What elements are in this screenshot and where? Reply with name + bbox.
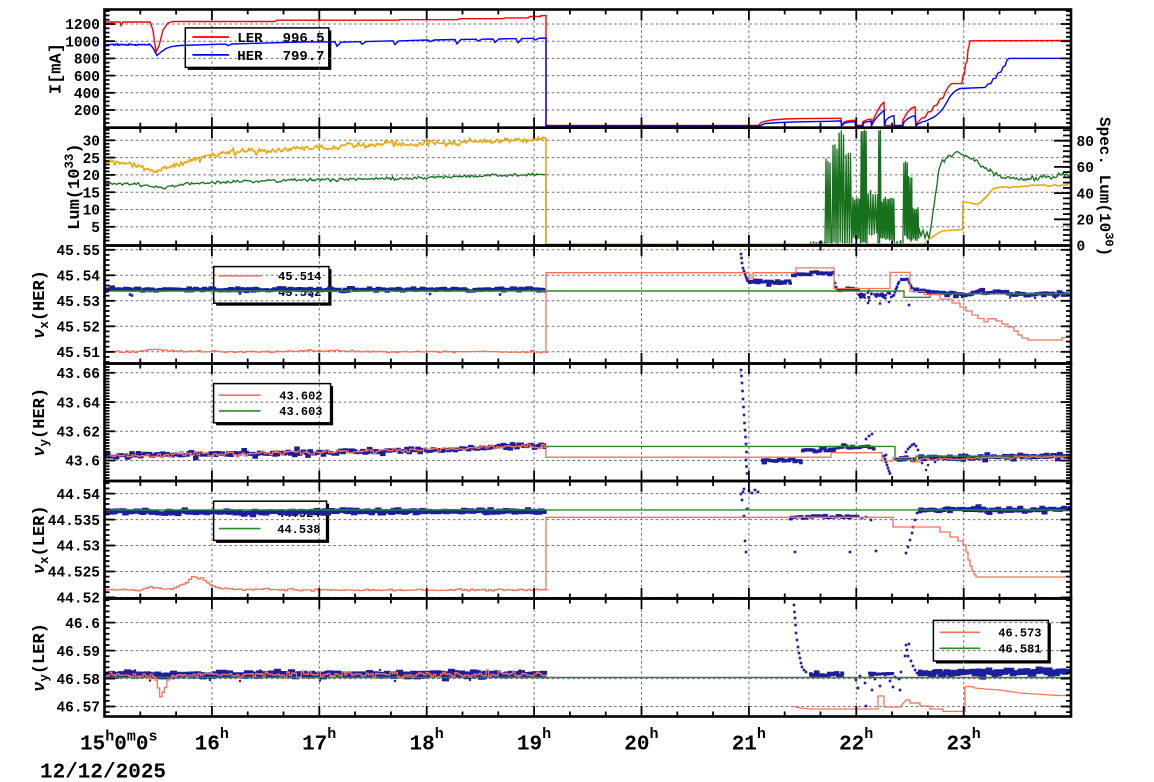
svg-text:h: h [542, 726, 551, 743]
svg-text:18: 18 [409, 734, 434, 757]
svg-text:17: 17 [302, 734, 327, 757]
svg-text:43.62: 43.62 [56, 426, 100, 442]
svg-text:80: 80 [1077, 135, 1094, 151]
svg-text:46.58: 46.58 [56, 673, 100, 689]
svg-text:30: 30 [83, 135, 100, 151]
svg-text:43.66: 43.66 [56, 367, 100, 383]
svg-text:νy(HER): νy(HER) [31, 388, 52, 457]
svg-text:996.5: 996.5 [283, 31, 325, 47]
svg-text:800: 800 [74, 53, 100, 69]
svg-text:799.7: 799.7 [283, 49, 325, 65]
svg-text:15: 15 [83, 186, 100, 202]
svg-text:43.6: 43.6 [65, 455, 100, 471]
svg-text:21: 21 [732, 734, 757, 757]
svg-text:20: 20 [83, 169, 100, 185]
svg-text:43.64: 43.64 [56, 396, 100, 412]
svg-text:HER: HER [237, 49, 263, 65]
svg-text:h: h [972, 726, 981, 743]
svg-text:20: 20 [624, 734, 649, 757]
svg-text:Spec. Lum(1030): Spec. Lum(1030) [1095, 117, 1116, 256]
svg-text:19: 19 [517, 734, 542, 757]
svg-text:43.602: 43.602 [279, 389, 322, 403]
svg-text:46.59: 46.59 [56, 645, 100, 661]
svg-text:10: 10 [83, 204, 100, 220]
svg-text:22: 22 [839, 734, 864, 757]
svg-text:h: h [220, 726, 229, 743]
svg-text:νx(HER): νx(HER) [31, 270, 52, 339]
svg-text:400: 400 [74, 87, 100, 103]
svg-text:46.57: 46.57 [56, 701, 100, 717]
svg-text:45.52: 45.52 [56, 321, 100, 337]
svg-text:45.51: 45.51 [56, 346, 100, 362]
svg-text:60: 60 [1077, 161, 1094, 177]
svg-text:45.53: 45.53 [56, 295, 100, 311]
svg-text:20: 20 [1077, 214, 1094, 230]
svg-text:0: 0 [1077, 240, 1086, 256]
svg-text:h: h [650, 726, 659, 743]
svg-text:44.538: 44.538 [277, 523, 320, 537]
svg-text:200: 200 [74, 104, 100, 120]
svg-text:45.54: 45.54 [56, 270, 100, 286]
svg-text:43.603: 43.603 [279, 405, 322, 419]
svg-text:h: h [327, 726, 336, 743]
svg-text:1200: 1200 [65, 18, 100, 34]
svg-text:600: 600 [74, 70, 100, 86]
svg-text:15h0m0s: 15h0m0s [80, 729, 157, 757]
svg-text:44.54: 44.54 [56, 488, 100, 504]
svg-text:νx(LER): νx(LER) [31, 505, 52, 574]
svg-text:25: 25 [83, 152, 100, 168]
svg-text:h: h [864, 726, 873, 743]
svg-text:46.6: 46.6 [65, 617, 100, 633]
svg-text:45.55: 45.55 [56, 244, 100, 260]
svg-text:h: h [435, 726, 444, 743]
svg-text:46.581: 46.581 [998, 643, 1041, 657]
svg-text:44.535: 44.535 [48, 514, 100, 530]
svg-text:23: 23 [946, 734, 971, 757]
svg-text:16: 16 [195, 734, 220, 757]
svg-text:44.52: 44.52 [56, 592, 100, 608]
svg-text:40: 40 [1077, 187, 1094, 203]
svg-text:46.573: 46.573 [998, 627, 1041, 641]
svg-text:44.525: 44.525 [48, 566, 100, 582]
svg-text:12/12/2025: 12/12/2025 [40, 762, 166, 782]
svg-text:44.53: 44.53 [56, 540, 100, 556]
svg-text:1000: 1000 [65, 35, 100, 51]
svg-text:LER: LER [237, 31, 263, 47]
svg-text:h: h [757, 726, 766, 743]
svg-text:5: 5 [91, 221, 100, 237]
svg-text:45.514: 45.514 [278, 270, 321, 284]
svg-text:νy(LER): νy(LER) [31, 623, 52, 692]
svg-text:I[mA]: I[mA] [48, 43, 67, 94]
